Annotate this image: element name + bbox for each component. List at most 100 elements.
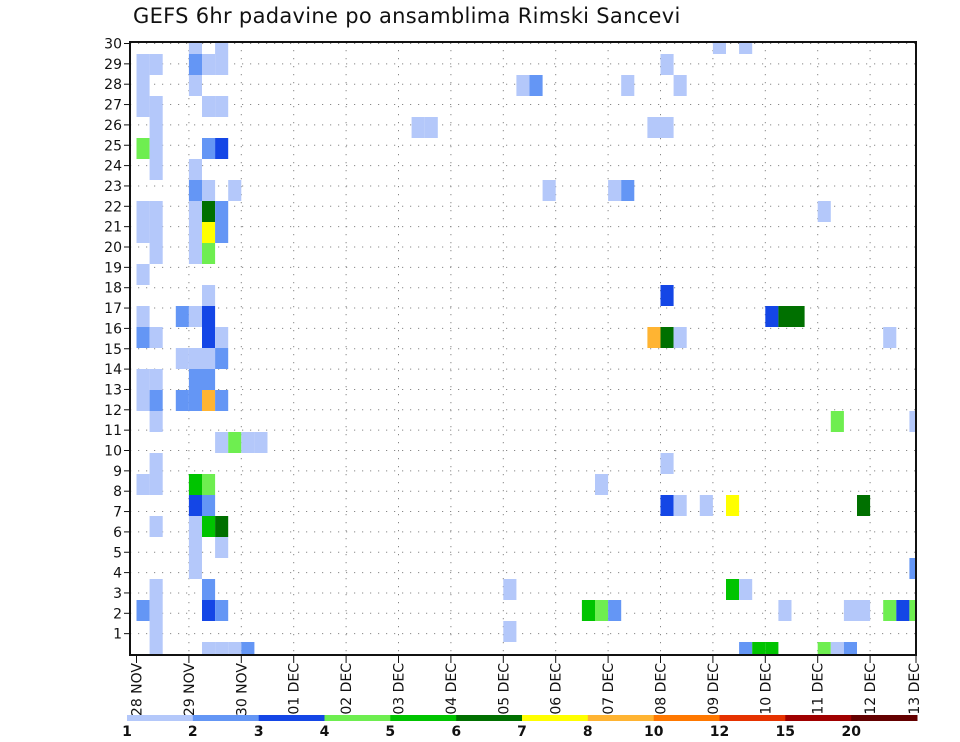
heatmap-cell [215,600,229,621]
heatmap-cell [188,54,202,75]
legend-label: 10 [644,724,664,740]
legend-label: 4 [320,724,330,740]
heatmap-cell [149,474,163,495]
grid-lines [130,42,916,655]
y-tick-label: 26 [104,118,122,134]
legend-label: 6 [451,724,461,740]
heatmap-cell [188,390,202,411]
y-tick-label: 7 [113,505,122,521]
heatmap-cell [660,285,674,306]
heatmap-cell [215,201,229,222]
heatmap-cell [660,495,674,516]
y-tick-label: 20 [104,240,122,256]
legend-label: 3 [254,724,264,740]
y-tick-label: 29 [104,57,122,73]
heatmap-cell [909,558,916,579]
heatmap-cell [503,621,517,642]
x-tick-label: 13 DEC [907,663,923,715]
heatmap-cell [228,180,242,201]
heatmap-cell [647,327,661,348]
legend-swatch [456,715,523,721]
heatmap-cell [778,306,792,327]
heatmap-cell [830,642,844,655]
heatmap-cell [149,159,163,180]
heatmap-cell [149,579,163,600]
heatmap-cell [896,600,910,621]
heatmap-cell [188,348,202,369]
heatmap-cell [149,411,163,432]
y-tick-label: 16 [104,321,122,337]
x-tick-label: 02 DEC [339,663,355,715]
heatmap-cell [149,222,163,243]
y-tick-label: 2 [113,606,122,622]
legend-swatch [653,715,720,721]
x-tick-label: 06 DEC [549,663,565,715]
heatmap-cell [149,138,163,159]
heatmap-cell [136,264,150,285]
color-legend: 1 2 3 4 5 6 7 8 10 12 15 20 [122,715,918,740]
heatmap-cell [254,432,268,453]
heatmap-cell [739,579,753,600]
y-tick-label: 12 [104,403,122,419]
heatmap-cell [136,201,150,222]
y-tick-label: 4 [113,566,122,582]
heatmap-cell [202,180,216,201]
heatmap-cell [215,348,229,369]
heatmap-cell [411,117,425,138]
heatmap-cell [595,474,609,495]
heatmap-cell [660,453,674,474]
heatmap-cell [699,495,713,516]
x-tick-label: 12 DEC [863,663,879,715]
heatmap-cell [241,432,255,453]
legend-swatch [719,715,786,721]
heatmap-cell [857,600,871,621]
legend-swatch [192,715,260,721]
x-axis: 28 NOV 29 NOV 30 NOV 01 DEC 02 DEC 03 DEC 04 D… [130,655,923,717]
x-tick-label: 29 NOV [182,663,198,717]
x-tick-label: 03 DEC [392,663,408,715]
heatmap-cell [857,495,871,516]
heatmap-cell [202,54,216,75]
heatmap-cell [175,306,189,327]
y-tick-label: 5 [113,545,122,561]
y-tick-label: 28 [104,77,122,93]
heatmap-cell [215,390,229,411]
heatmap-cell [673,75,687,96]
heatmap-cell [202,516,216,537]
y-tick-label: 6 [113,525,122,541]
heatmap-cell [516,75,530,96]
legend-swatch [522,715,589,721]
heatmap-cell [673,495,687,516]
y-tick-label: 27 [104,98,122,114]
heatmap-cell [909,411,916,432]
heatmap-cell [215,54,229,75]
heatmap-cell [149,54,163,75]
y-tick-label: 19 [104,260,122,276]
y-tick-label: 22 [104,199,122,215]
heatmap-cell [175,390,189,411]
heatmap-cell [202,222,216,243]
heatmap-cell [188,558,202,579]
heatmap-cell [136,327,150,348]
heatmap-cell [503,579,517,600]
heatmap-cell [215,537,229,558]
heatmap-cell [188,243,202,264]
heatmap-cell [202,348,216,369]
heatmap-cell [136,390,150,411]
heatmap-cell [188,222,202,243]
heatmap-cell [215,42,229,54]
heatmap-cell [202,600,216,621]
legend-swatch [324,715,391,721]
heatmap-cell [188,180,202,201]
heatmap-cell [202,495,216,516]
heatmap-cell [673,327,687,348]
heatmap-cell [726,495,740,516]
legend-swatch [258,715,325,721]
legend-label: 1 [122,724,132,740]
heatmap-cell [149,201,163,222]
heatmap-cell [202,306,216,327]
heatmap-cell [149,516,163,537]
y-tick-label: 13 [104,382,122,398]
heatmap-cell [136,369,150,390]
